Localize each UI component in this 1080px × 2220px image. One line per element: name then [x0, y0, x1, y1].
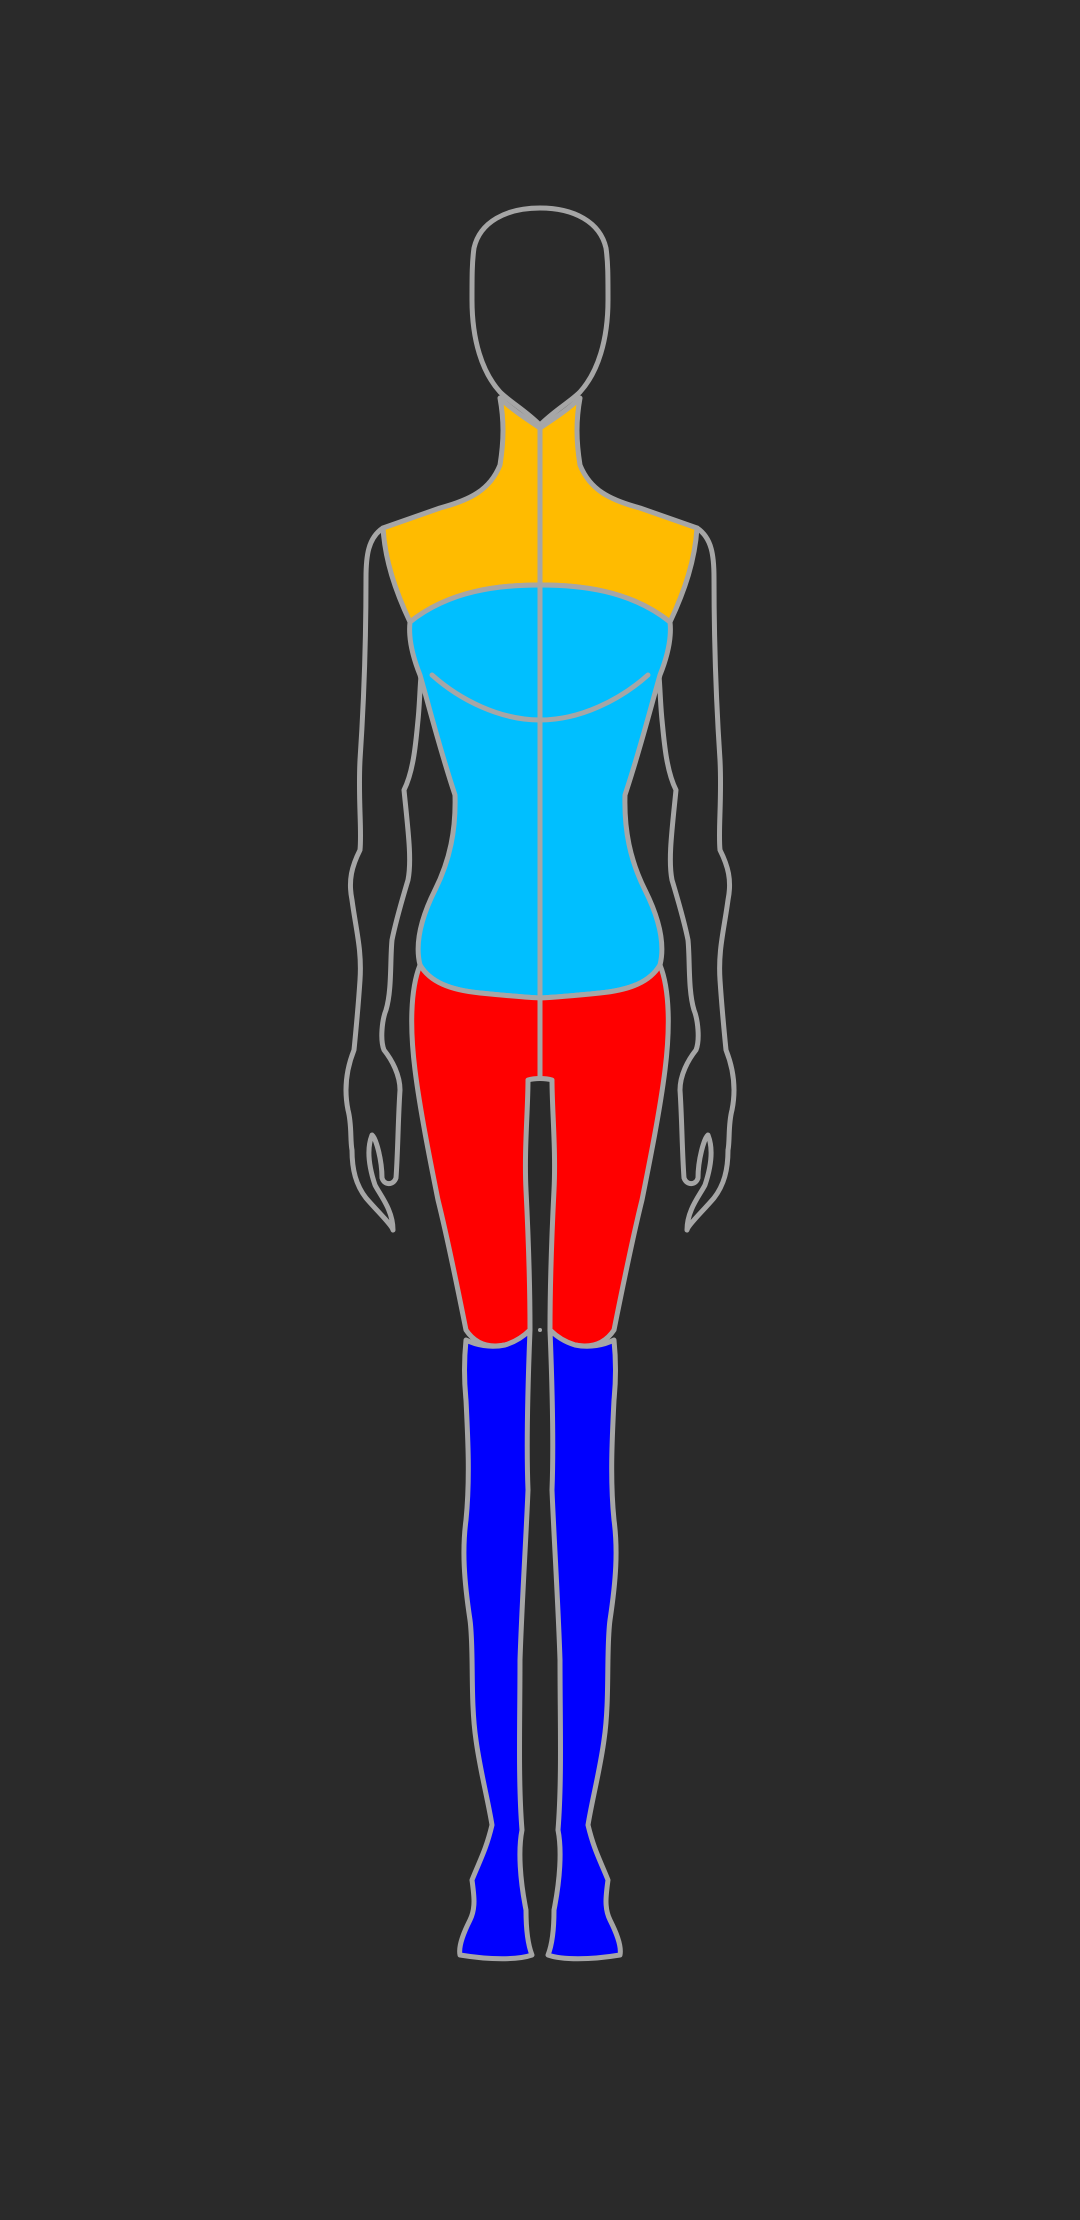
right-arm-outline [655, 525, 737, 1233]
mannequin-head-icon [469, 205, 611, 428]
lower-legs-feet-zone[interactable] [457, 1327, 535, 1962]
bust-seam-line [429, 672, 651, 723]
hips-thighs-zone[interactable] [409, 962, 671, 1349]
lower-legs-feet-zone-right[interactable] [545, 1327, 623, 1962]
left-arm-outline [343, 525, 425, 1233]
